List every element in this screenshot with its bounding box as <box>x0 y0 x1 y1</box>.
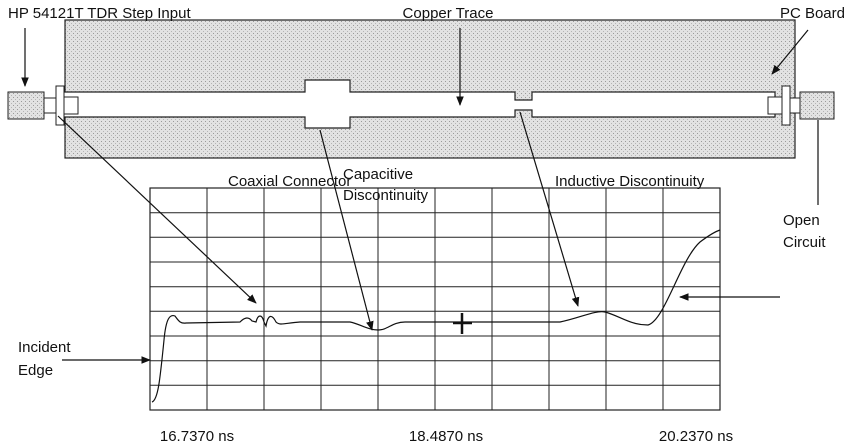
time-label: 20.2370 ns <box>659 428 733 445</box>
pc-board <box>60 20 795 158</box>
label: Circuit <box>783 234 826 251</box>
time-label: 16.7370 ns <box>160 428 234 445</box>
label: Edge <box>18 362 53 379</box>
label: Coaxial Connector <box>228 173 351 190</box>
label: Copper Trace <box>403 5 494 22</box>
label: Discontinuity <box>343 187 429 204</box>
label: Inductive Discontinuity <box>555 173 705 190</box>
diagram: HP 54121T TDR Step Input Copper Trace PC… <box>0 0 858 448</box>
label: PC Board <box>780 5 845 22</box>
label: Incident <box>18 339 71 356</box>
label: Capacitive <box>343 166 413 183</box>
label: Open <box>783 212 820 229</box>
label: HP 54121T TDR Step Input <box>8 5 191 22</box>
time-label: 18.4870 ns <box>409 428 483 445</box>
scope-grid <box>150 188 720 410</box>
